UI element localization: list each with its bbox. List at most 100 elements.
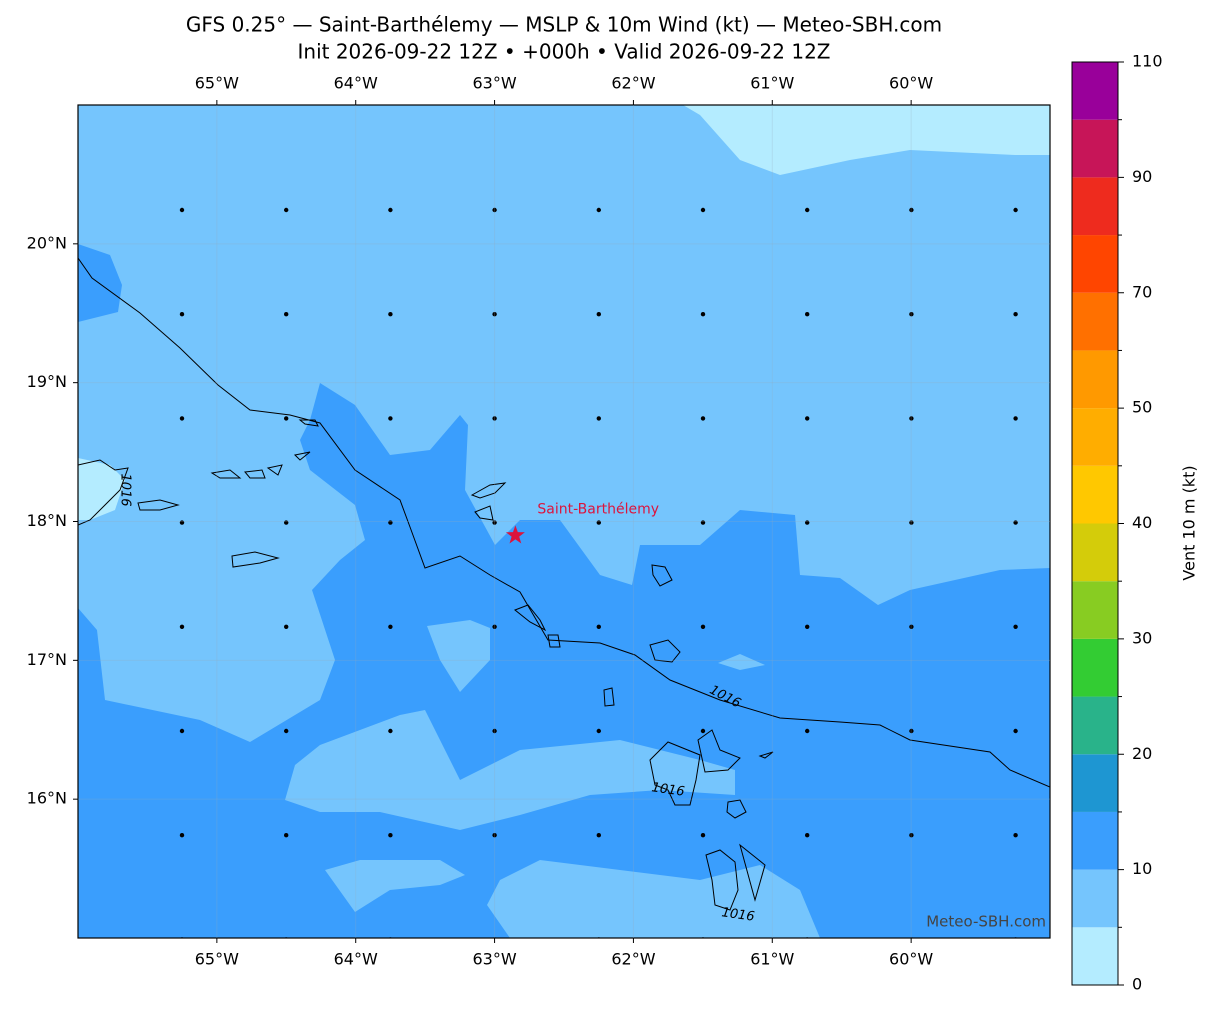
place-label: Saint-Barthélemy	[537, 501, 659, 517]
colorbar-tick-label: 0	[1132, 975, 1142, 994]
wind-barbs	[179, 207, 1018, 938]
colorbar-segment	[1072, 927, 1118, 985]
barb-dot	[179, 207, 185, 213]
barb-dot	[909, 312, 914, 317]
colorbar-segment	[1072, 235, 1118, 293]
field-light	[285, 710, 735, 830]
barb-dot	[492, 728, 497, 734]
barb-dot	[284, 728, 289, 734]
barb-dot	[700, 207, 706, 213]
barb-dot	[909, 416, 914, 421]
barb-dot	[805, 833, 810, 838]
field-light	[718, 654, 765, 670]
isobar-label: 1016	[721, 905, 756, 924]
lon-label: 63°W	[472, 950, 516, 969]
barb-dot	[388, 624, 393, 629]
lat-label: 16°N	[27, 789, 67, 808]
barb-dot	[284, 312, 289, 317]
barb-dot	[596, 728, 601, 734]
lon-label: 61°W	[750, 74, 794, 93]
colorbar-segment	[1072, 465, 1118, 524]
field-moderate	[78, 244, 122, 322]
title: GFS 0.25° — Saint-Barthélemy — MSLP & 10…	[186, 13, 942, 37]
barb-dot	[492, 520, 497, 525]
barb-dot	[700, 312, 706, 317]
barb-dot	[909, 624, 914, 629]
barb-dot	[596, 416, 601, 421]
barb-dot	[805, 207, 810, 213]
barb-dot	[1013, 312, 1018, 317]
lat-label: 18°N	[27, 511, 67, 530]
colorbar-segment	[1072, 408, 1118, 466]
barb-dot	[909, 833, 914, 838]
lon-label: 64°W	[334, 74, 378, 93]
barb-dot	[805, 520, 810, 525]
lon-label: 63°W	[472, 74, 516, 93]
barb-dot	[1013, 833, 1018, 838]
colorbar-tick-label: 90	[1132, 167, 1152, 186]
barb-dot	[700, 728, 706, 734]
colorbar-segment	[1072, 811, 1118, 870]
barb-dot	[492, 833, 497, 838]
barb-dot	[284, 833, 289, 838]
barb-dot	[805, 312, 810, 317]
barb-dot	[492, 312, 497, 317]
barb-dot	[700, 416, 706, 421]
lon-label: 65°W	[195, 950, 239, 969]
barb-dot	[1013, 207, 1018, 213]
lon-label: 62°W	[611, 950, 655, 969]
barb-dot	[909, 728, 914, 734]
barb-dot	[805, 624, 810, 629]
barb-dot	[388, 312, 393, 317]
barb-dot	[1013, 416, 1018, 421]
colorbar-segment	[1072, 581, 1118, 639]
barb-dot	[179, 312, 185, 317]
isobar-label: 1016	[651, 780, 686, 799]
field-light	[325, 860, 465, 912]
colorbar-segment	[1072, 638, 1118, 697]
colorbar-tick-label: 110	[1132, 52, 1163, 71]
colorbar-segment	[1072, 292, 1118, 351]
isobar	[78, 257, 1050, 788]
barb-dot	[1013, 728, 1018, 734]
barb-dot	[492, 624, 497, 629]
colorbar-segment	[1072, 62, 1118, 120]
lon-label: 64°W	[334, 950, 378, 969]
barb-dot	[179, 728, 185, 734]
lon-label: 60°W	[889, 74, 933, 93]
isobar-label: 1016	[118, 473, 133, 506]
barb-dot	[596, 624, 601, 629]
lon-label: 62°W	[611, 74, 655, 93]
barb-dot	[388, 520, 393, 525]
colorbar-segment	[1072, 350, 1118, 409]
colorbar-segment	[1072, 177, 1118, 236]
barb-dot	[700, 624, 706, 629]
barb-dot	[596, 520, 601, 525]
place-marker	[505, 525, 525, 544]
barb-dot	[700, 833, 706, 838]
colorbar-segment	[1072, 523, 1118, 582]
barb-dot	[179, 624, 185, 629]
barb-dot	[700, 520, 706, 525]
barb-dot	[492, 416, 497, 421]
colorbar-segment	[1072, 119, 1118, 178]
barb-dot	[388, 728, 393, 734]
colorbar-tick-label: 40	[1132, 513, 1152, 532]
barb-dot	[596, 833, 601, 838]
subtitle: Init 2026-09-22 12Z • +000h • Valid 2026…	[298, 40, 831, 64]
colorbar-tick-label: 30	[1132, 628, 1152, 647]
field-calm	[78, 458, 125, 520]
lat-label: 20°N	[27, 233, 67, 252]
barb-dot	[492, 207, 497, 213]
barb-dot	[284, 520, 289, 525]
barb-dot	[179, 520, 185, 525]
barb-dot	[1013, 520, 1018, 525]
barb-dot	[909, 207, 914, 213]
lon-label: 61°W	[750, 950, 794, 969]
lon-label: 60°W	[889, 950, 933, 969]
barb-dot	[284, 416, 289, 421]
colorbar-segment	[1072, 754, 1118, 812]
barb-dot	[284, 624, 289, 629]
watermark: Meteo-SBH.com	[926, 913, 1046, 931]
